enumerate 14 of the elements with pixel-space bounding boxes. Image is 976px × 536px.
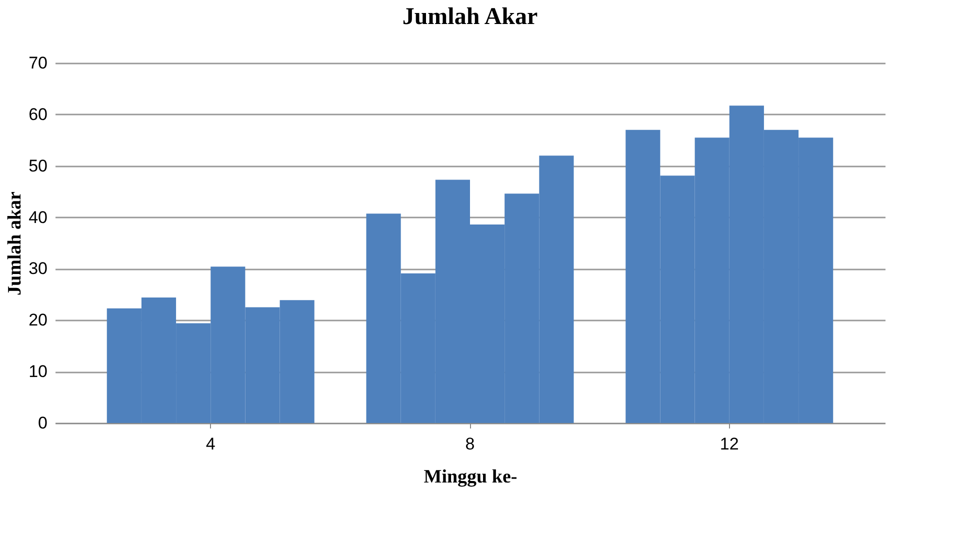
y-tick-label: 30 xyxy=(28,259,48,278)
x-axis-title: Minggu ke- xyxy=(424,466,518,488)
y-tick-label: 50 xyxy=(28,156,48,176)
y-tick-label: 20 xyxy=(28,310,48,330)
y-tick-label: 60 xyxy=(28,104,48,124)
y-tick-label: 10 xyxy=(28,362,48,382)
x-tick-label: 4 xyxy=(206,434,216,454)
x-tick-label: 12 xyxy=(720,434,739,454)
y-tick-label: 40 xyxy=(28,208,48,227)
x-tick-label: 8 xyxy=(465,434,475,454)
y-axis-title: Jumlah akar xyxy=(4,190,26,296)
y-tick-label: 0 xyxy=(38,414,48,432)
y-tick-label: 70 xyxy=(28,54,48,72)
chart-title: Jumlah Akar xyxy=(402,4,538,30)
